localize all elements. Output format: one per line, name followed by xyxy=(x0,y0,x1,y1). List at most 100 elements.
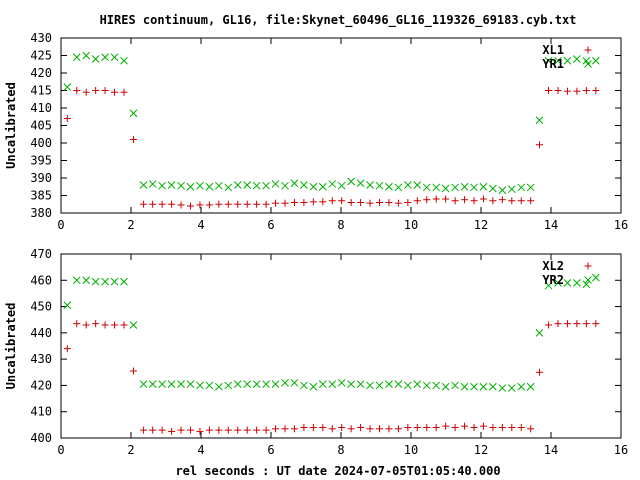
x-tick-label: 2 xyxy=(127,218,134,232)
data-point-d2 xyxy=(554,279,562,287)
data-point xyxy=(432,381,441,390)
data-point xyxy=(168,427,176,435)
data-point xyxy=(423,196,431,204)
data-point xyxy=(300,423,308,431)
data-point xyxy=(470,183,478,192)
series-xl2 xyxy=(63,320,600,435)
x-tick-label: 12 xyxy=(474,218,488,232)
data-point-d2 xyxy=(328,380,337,388)
data-point xyxy=(92,320,100,328)
data-point xyxy=(357,423,365,431)
data-point xyxy=(347,380,356,388)
data-point-d2 xyxy=(337,378,346,387)
data-point xyxy=(63,345,71,353)
data-point xyxy=(300,381,308,390)
data-point-d2 xyxy=(214,181,223,190)
data-point-d2 xyxy=(91,55,100,63)
data-point-d2 xyxy=(582,56,591,65)
data-point xyxy=(262,380,270,388)
data-point xyxy=(470,382,478,391)
data-point xyxy=(82,51,91,60)
data-point xyxy=(243,426,251,434)
data-point xyxy=(101,53,109,62)
data-point xyxy=(290,378,299,387)
data-point-d2 xyxy=(375,381,384,390)
legend-marker-d2 xyxy=(584,60,592,68)
data-point-d2 xyxy=(281,181,289,190)
x-tick-label: 0 xyxy=(57,443,64,457)
legend-marker xyxy=(584,262,592,270)
data-point xyxy=(573,279,581,287)
data-point xyxy=(120,321,128,329)
data-point xyxy=(338,423,346,431)
data-point xyxy=(498,423,506,431)
legend-label: YR1 xyxy=(542,57,564,71)
data-point xyxy=(422,381,431,390)
data-point-d2 xyxy=(205,381,214,390)
data-point xyxy=(498,196,506,204)
data-point xyxy=(91,55,100,63)
data-point xyxy=(196,181,204,190)
data-point xyxy=(158,181,167,190)
data-point xyxy=(403,181,412,189)
data-point-d2 xyxy=(72,276,81,285)
data-point xyxy=(592,320,600,328)
x-axis-label: rel seconds : UT date 2024-07-05T01:05:4… xyxy=(175,464,500,478)
data-point xyxy=(479,182,488,191)
data-point xyxy=(139,181,148,189)
data-point xyxy=(214,382,223,391)
data-point xyxy=(129,321,138,329)
data-point-d2 xyxy=(375,181,384,190)
data-point xyxy=(507,185,516,194)
data-point xyxy=(442,195,450,203)
legend-label: XL1 xyxy=(542,43,564,57)
data-point-d2 xyxy=(517,382,526,391)
data-point xyxy=(101,277,109,286)
data-point-d2 xyxy=(507,185,516,194)
data-point xyxy=(205,182,214,191)
y-tick-label: 420 xyxy=(30,378,52,392)
data-point xyxy=(479,195,487,203)
y-axis-label: Uncalibrated xyxy=(4,303,18,390)
data-point-d2 xyxy=(432,381,441,390)
data-point xyxy=(461,422,469,430)
data-point-d2 xyxy=(489,184,497,193)
data-point xyxy=(111,321,119,329)
data-point-d2 xyxy=(252,380,261,388)
data-point xyxy=(357,199,365,206)
data-point xyxy=(385,380,393,388)
data-point-d2 xyxy=(129,321,138,329)
data-point xyxy=(545,321,553,329)
data-point xyxy=(413,423,421,431)
data-point-d2 xyxy=(479,382,488,391)
y-tick-label: 430 xyxy=(30,352,52,366)
data-point xyxy=(196,381,204,390)
y-tick-label: 405 xyxy=(30,119,52,133)
data-point-d2 xyxy=(186,182,195,191)
data-point xyxy=(120,56,128,65)
data-point-d2 xyxy=(233,181,242,189)
data-point xyxy=(271,380,280,388)
data-point-d2 xyxy=(403,181,412,189)
data-point-d2 xyxy=(262,181,270,190)
data-point xyxy=(148,380,157,388)
data-point-d2 xyxy=(139,380,148,388)
data-point xyxy=(385,199,393,206)
data-point xyxy=(120,277,128,286)
data-point xyxy=(281,199,289,207)
data-point xyxy=(271,180,280,188)
data-point xyxy=(489,184,497,193)
data-point-d2 xyxy=(205,182,214,191)
data-point xyxy=(234,426,242,434)
data-point-d2 xyxy=(526,382,535,391)
data-point-d2 xyxy=(403,381,412,390)
data-point-d2 xyxy=(72,53,81,62)
data-point xyxy=(451,423,459,431)
data-point-d2 xyxy=(563,56,572,65)
data-point xyxy=(63,301,72,310)
data-point xyxy=(215,426,223,434)
data-point xyxy=(413,380,422,388)
